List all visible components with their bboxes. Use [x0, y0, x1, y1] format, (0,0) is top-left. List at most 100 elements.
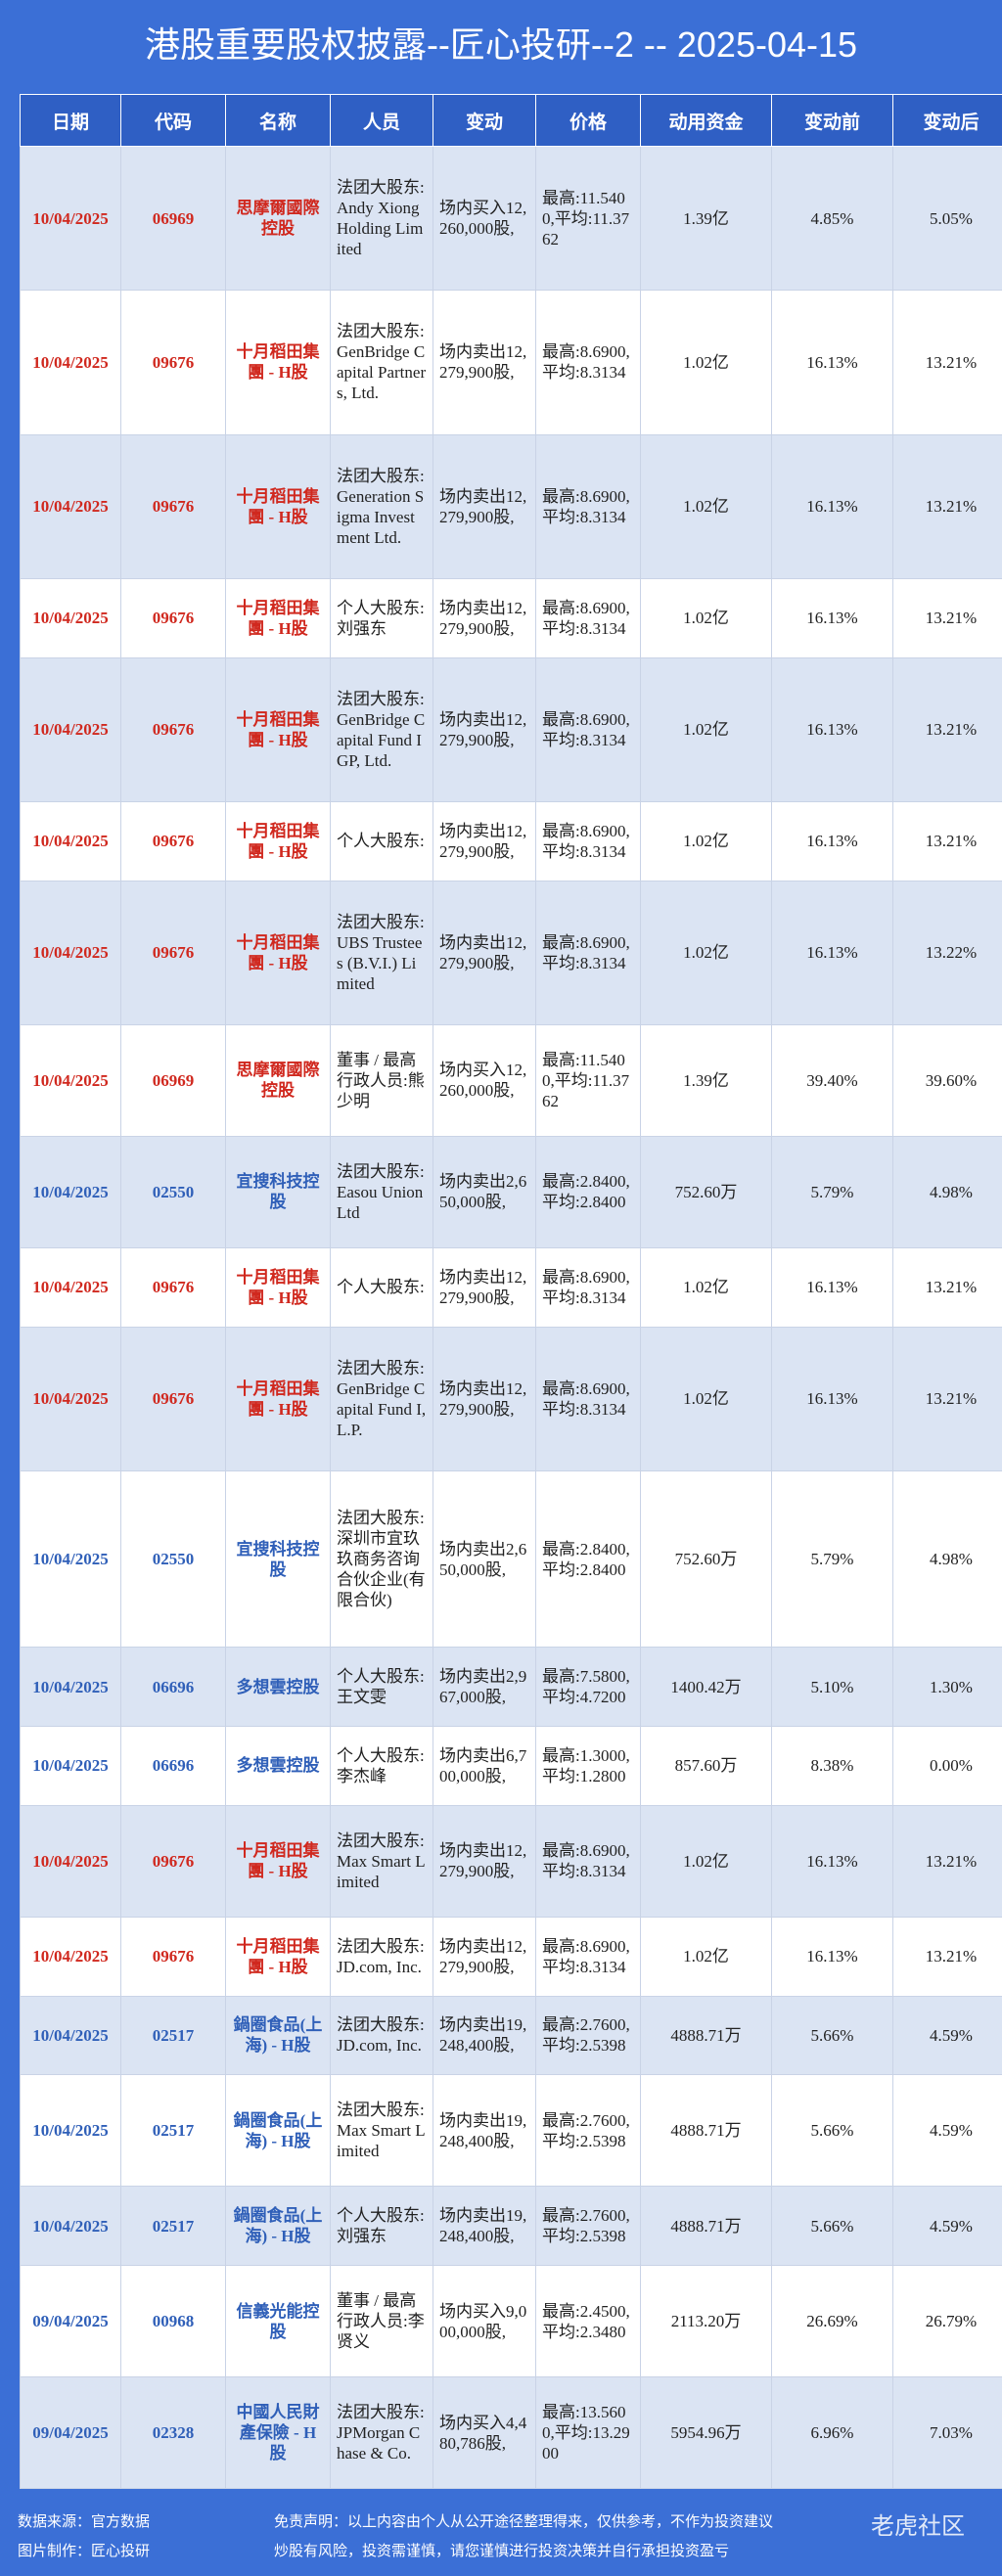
cell: 10/04/2025	[20, 656, 121, 802]
cell: 场内卖出12,279,900股,	[433, 1246, 536, 1328]
cell: 13.21%	[892, 1804, 1002, 1918]
cell: 场内卖出12,279,900股,	[433, 1326, 536, 1471]
cell: 5.66%	[771, 1995, 893, 2076]
cell: 1.02亿	[640, 800, 772, 881]
cell: 02550	[120, 1469, 226, 1649]
cell: 场内卖出12,279,900股,	[433, 880, 536, 1025]
maker: 图片制作：匠心投研	[18, 2543, 151, 2559]
cell: 39.60%	[892, 1023, 1002, 1137]
cell: 法团大股东:深圳市宜玖玖商务咨询合伙企业(有限合伙)	[330, 1469, 433, 1649]
cell: 法团大股东:Andy Xiong Holding Limited	[330, 145, 433, 292]
cell: 1.39亿	[640, 145, 772, 292]
cell: 1.02亿	[640, 1326, 772, 1471]
cell: 752.60万	[640, 1135, 772, 1248]
row: 10/04/2025 06969 思摩爾國際控股 董事 / 最高行政人员:熊少明 场内买…	[20, 1023, 1002, 1137]
cell: 09676	[120, 290, 226, 435]
cell: 10/04/2025	[20, 1995, 121, 2076]
cell: 最高:11.5400,平均:11.3762	[535, 145, 641, 292]
cell: 10/04/2025	[20, 1916, 121, 1997]
cell: 场内买入9,000,000股,	[433, 2265, 536, 2377]
cell: 1.02亿	[640, 880, 772, 1025]
cell: 宜搜科技控股	[225, 1135, 331, 1248]
cell: 法团大股东:GenBridge Capital Fund I, L.P.	[330, 1326, 433, 1471]
row: 10/04/2025 09676 十月稻田集團 - H股 法团大股东:UBS Trus…	[20, 880, 1002, 1025]
cell: 10/04/2025	[20, 1647, 121, 1727]
cell: 最高:11.5400,平均:11.3762	[535, 1023, 641, 1137]
cell: 13.21%	[892, 290, 1002, 435]
cell: 10/04/2025	[20, 2074, 121, 2188]
column-header: 人员	[330, 94, 433, 147]
header-row: 日期 代码 名称 人员 变动 价格 动用资金 变动前 变动后	[20, 94, 1002, 147]
cell: 10/04/2025	[20, 800, 121, 881]
cell: 02517	[120, 2074, 226, 2188]
cell: 09676	[120, 1804, 226, 1918]
cell: 16.13%	[771, 1326, 893, 1471]
cell: 09/04/2025	[20, 2376, 121, 2489]
cell: 思摩爾國際控股	[225, 1023, 331, 1137]
cell: 10/04/2025	[20, 1023, 121, 1137]
cell: 09676	[120, 800, 226, 881]
cell: 最高:8.6900,平均:8.3134	[535, 290, 641, 435]
disclosure-table: 日期 代码 名称 人员 变动 价格 动用资金 变动前 变动后 10/04/2025 06969 思摩爾…	[20, 94, 1002, 2489]
cell: 09676	[120, 1246, 226, 1328]
row: 10/04/2025 02550 宜搜科技控股 法团大股东:深圳市宜玖玖商务咨询合伙企…	[20, 1469, 1002, 1649]
cell: 1.02亿	[640, 290, 772, 435]
cell: 十月稻田集團 - H股	[225, 1326, 331, 1471]
cell: 十月稻田集團 - H股	[225, 1916, 331, 1997]
footer: 数据来源：官方数据 图片制作：匠心投研 免责声明：以上内容由个人从公开途径整理得…	[0, 2497, 1002, 2576]
cell: 多想雲控股	[225, 1726, 331, 1806]
cell: 个人大股东:刘强东	[330, 2186, 433, 2266]
cell: 4888.71万	[640, 2074, 772, 2188]
cell: 5.79%	[771, 1469, 893, 1649]
cell: 16.13%	[771, 433, 893, 579]
cell: 最高:8.6900,平均:8.3134	[535, 1804, 641, 1918]
cell: 十月稻田集團 - H股	[225, 800, 331, 881]
row: 10/04/2025 09676 十月稻田集團 - H股 法团大股东:JD.com, …	[20, 1916, 1002, 1997]
cell: 5.66%	[771, 2186, 893, 2266]
cell: 02550	[120, 1135, 226, 1248]
cell: 法团大股东:JD.com, Inc.	[330, 1916, 433, 1997]
cell: 十月稻田集團 - H股	[225, 1246, 331, 1328]
cell: 多想雲控股	[225, 1647, 331, 1727]
cell: 857.60万	[640, 1726, 772, 1806]
cell: 02517	[120, 2186, 226, 2266]
cell: 09676	[120, 1916, 226, 1997]
cell: 2113.20万	[640, 2265, 772, 2377]
row: 10/04/2025 09676 十月稻田集團 - H股 法团大股东:GenBridg…	[20, 656, 1002, 802]
cell: 06696	[120, 1726, 226, 1806]
cell: 十月稻田集團 - H股	[225, 577, 331, 658]
cell: 13.21%	[892, 800, 1002, 881]
row: 10/04/2025 02517 鍋圈食品(上海) - H股 法团大股东:JD.com…	[20, 1995, 1002, 2076]
cell: 1.39亿	[640, 1023, 772, 1137]
cell: 10/04/2025	[20, 1726, 121, 1806]
cell: 4.59%	[892, 2186, 1002, 2266]
cell: 法团大股东:Max Smart Limited	[330, 1804, 433, 1918]
cell: 1.02亿	[640, 1804, 772, 1918]
cell: 4888.71万	[640, 2186, 772, 2266]
cell: 十月稻田集團 - H股	[225, 290, 331, 435]
cell: 董事 / 最高行政人员:熊少明	[330, 1023, 433, 1137]
cell: 1400.42万	[640, 1647, 772, 1727]
cell: 16.13%	[771, 290, 893, 435]
cell: 法团大股东:Generation Sigma Investment Ltd.	[330, 433, 433, 579]
cell: 鍋圈食品(上海) - H股	[225, 2074, 331, 2188]
cell: 10/04/2025	[20, 880, 121, 1025]
row: 09/04/2025 00968 信義光能控股 董事 / 最高行政人员:李贤义 场内买入…	[20, 2265, 1002, 2377]
cell: 法团大股东:JD.com, Inc.	[330, 1995, 433, 2076]
cell: 09676	[120, 433, 226, 579]
cell: 16.13%	[771, 1804, 893, 1918]
cell: 法团大股东:GenBridge Capital Partners, Ltd.	[330, 290, 433, 435]
cell: 场内卖出2,967,000股,	[433, 1647, 536, 1727]
cell: 最高:2.7600,平均:2.5398	[535, 2074, 641, 2188]
cell: 场内卖出19,248,400股,	[433, 2074, 536, 2188]
cell: 06969	[120, 1023, 226, 1137]
cell: 10/04/2025	[20, 1246, 121, 1328]
cell: 4.59%	[892, 2074, 1002, 2188]
cell: 场内卖出6,700,000股,	[433, 1726, 536, 1806]
cell: 39.40%	[771, 1023, 893, 1137]
cell: 场内卖出12,279,900股,	[433, 1804, 536, 1918]
cell: 法团大股东:Easou Union Ltd	[330, 1135, 433, 1248]
row: 09/04/2025 02328 中國人民財產保險 - H股 法团大股东:JPMorg…	[20, 2376, 1002, 2489]
cell: 场内卖出2,650,000股,	[433, 1135, 536, 1248]
